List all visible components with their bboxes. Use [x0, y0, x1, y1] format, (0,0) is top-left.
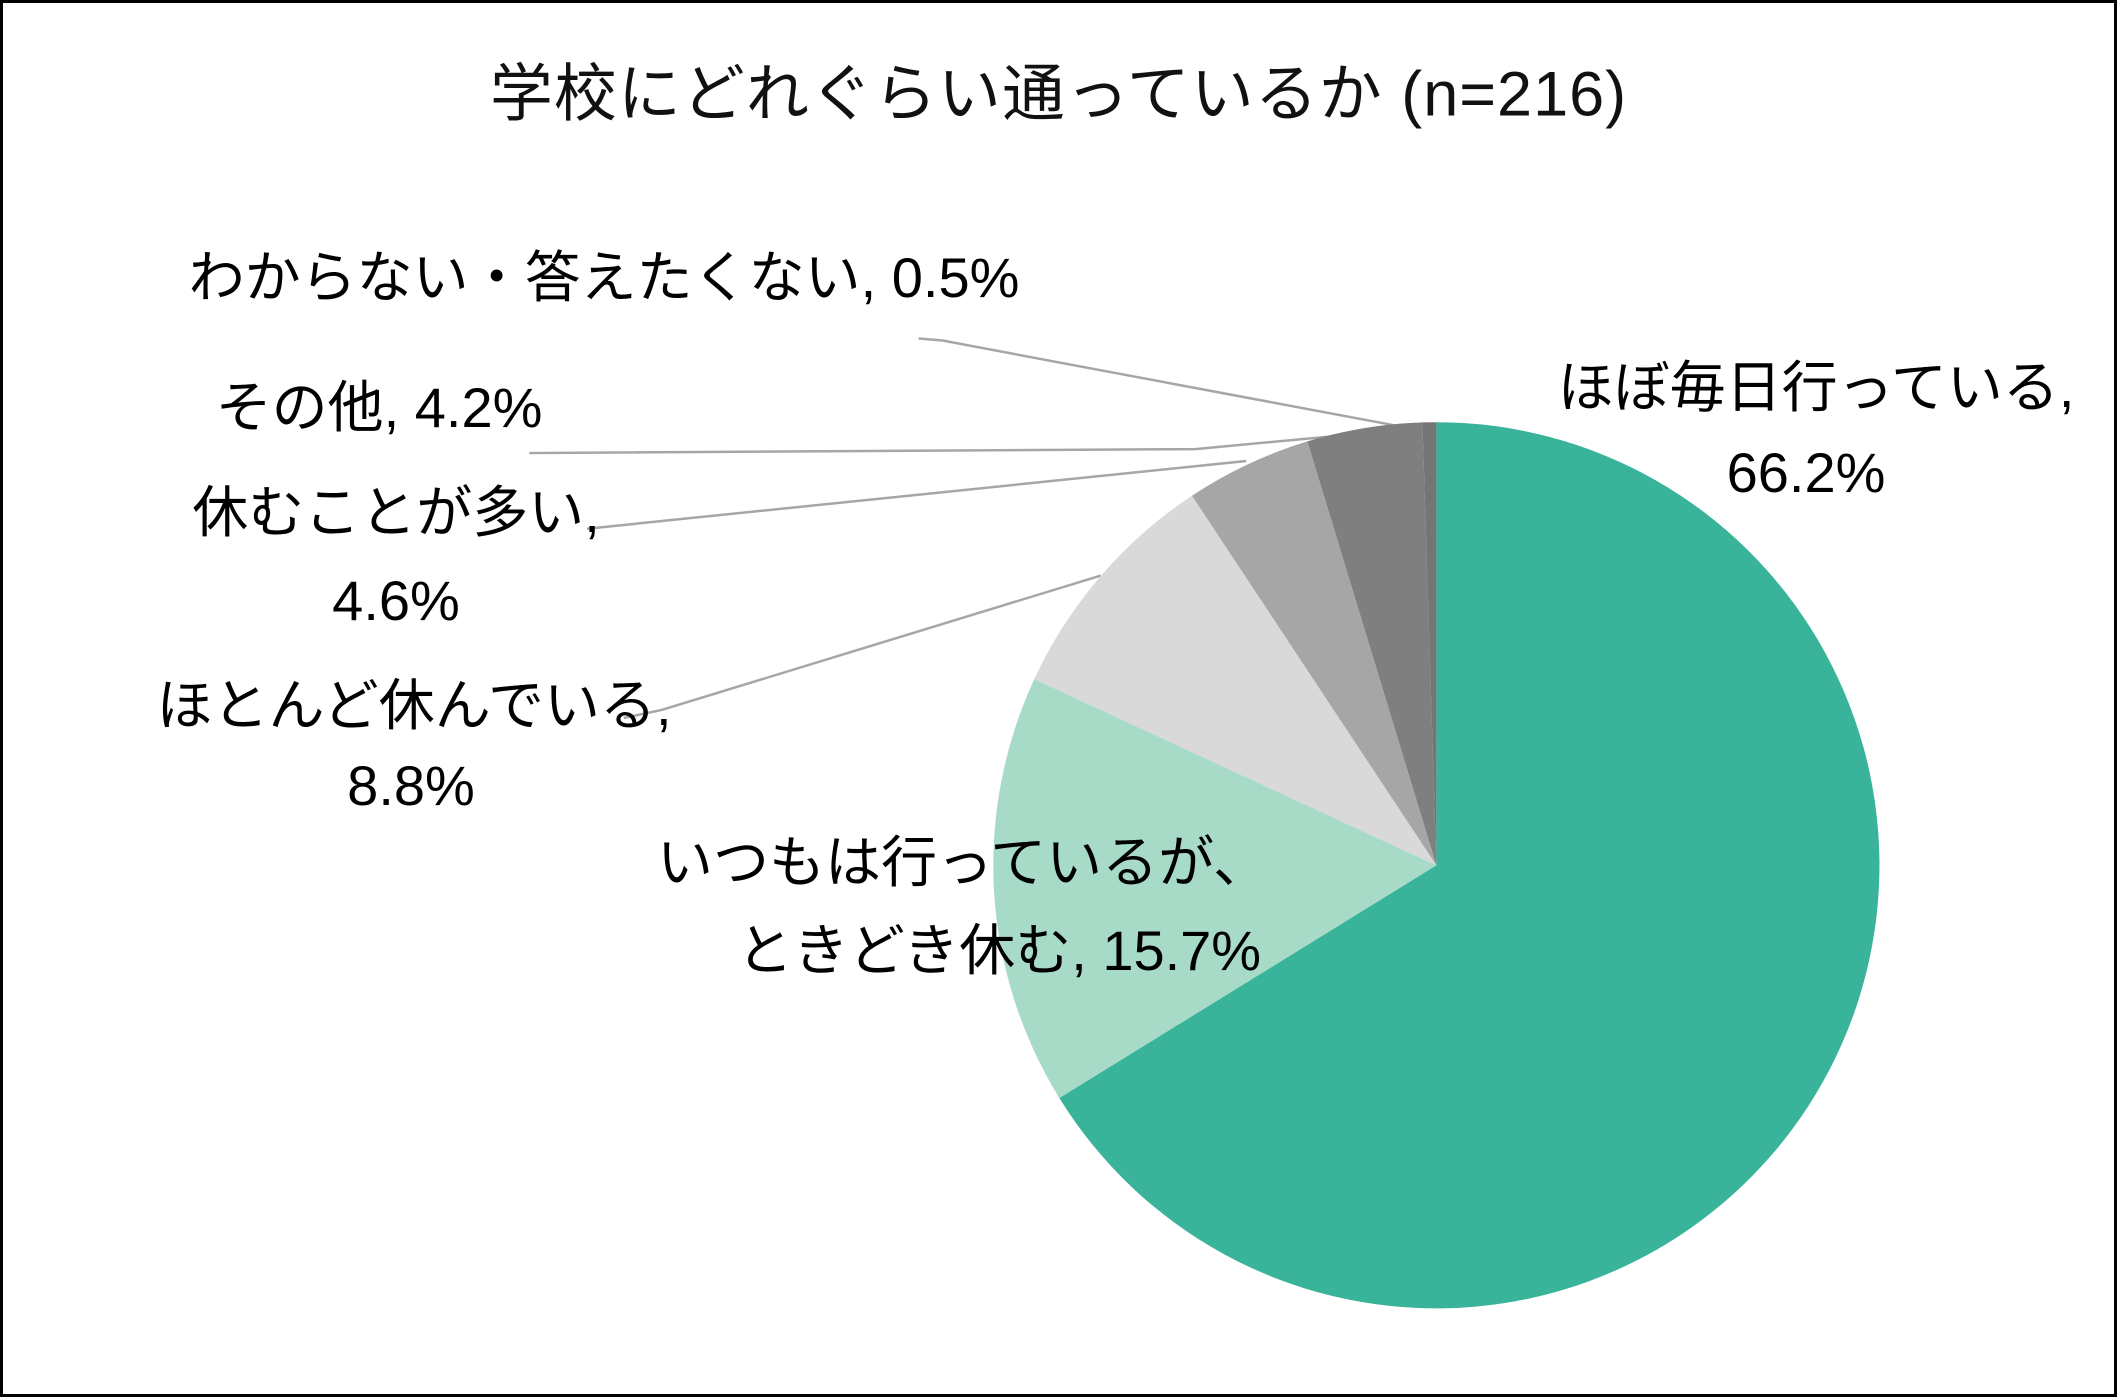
label-other: その他, 4.2% [215, 376, 543, 439]
label-often-absent-line2: 4.6% [332, 569, 460, 632]
leader-line-dont-know [918, 337, 1426, 433]
slice-often-absent [1191, 441, 1437, 866]
leader-line-other [529, 429, 1389, 455]
label-almost-every-day-line1: ほぼ毎日行っている, [1557, 356, 2075, 419]
label-dont-know: わからない・答えたくない, 0.5% [188, 246, 1020, 309]
leader-line-often-absent [586, 459, 1247, 530]
slice-mostly-absent [1034, 495, 1437, 866]
chart-title: 学校にどれぐらい通っているか (n=216) [489, 59, 1628, 130]
slice-dont-know [1422, 422, 1437, 866]
label-usually-absent-line1: いつもは行っているが、 [656, 831, 1270, 894]
label-almost-every-day-line2: 66.2% [1726, 441, 1886, 504]
leader-lines [529, 337, 1426, 720]
leader-line-mostly-absent [623, 574, 1102, 720]
pie-slices [993, 422, 1880, 1309]
label-often-absent-line1: 休むことが多い, [192, 481, 600, 544]
slice-usually-but-sometimes-absent [993, 679, 1437, 1098]
label-usually-absent-line2: ときどき休む, 15.7% [736, 919, 1262, 982]
label-mostly-absent-line2: 8.8% [347, 754, 475, 817]
pie-chart [529, 337, 1880, 1309]
slice-almost-every-day [1059, 422, 1880, 1309]
label-mostly-absent-line1: ほとんど休んでいる, [156, 674, 672, 737]
slice-other [1307, 422, 1437, 866]
